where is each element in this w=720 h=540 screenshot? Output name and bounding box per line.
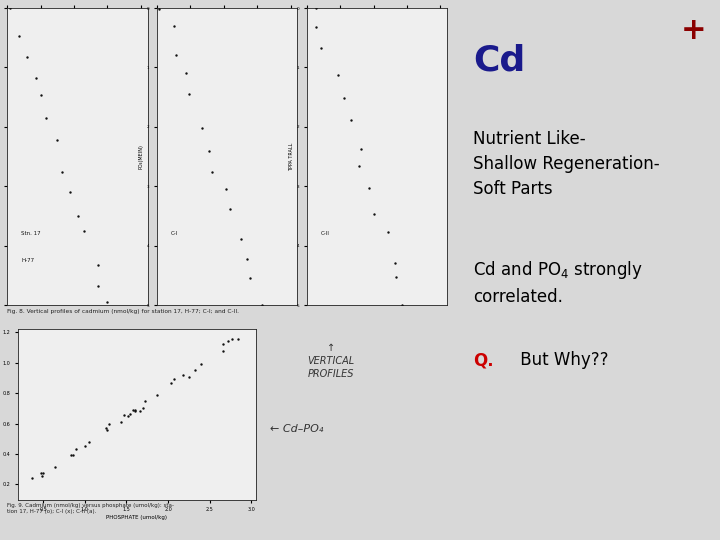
X-axis label: PHOSPHATE (umol/kg): PHOSPHATE (umol/kg) <box>107 515 167 520</box>
Point <box>310 4 322 12</box>
Text: Cd and PO$_4$ strongly
correlated.: Cd and PO$_4$ strongly correlated. <box>473 259 643 306</box>
Point <box>183 90 194 99</box>
Point <box>180 69 192 77</box>
Point <box>119 411 130 420</box>
Point <box>140 397 151 406</box>
Point <box>203 146 215 155</box>
Point <box>14 32 25 40</box>
Point <box>382 228 394 237</box>
Point <box>67 450 78 459</box>
Point <box>390 259 401 267</box>
Point <box>40 114 52 123</box>
Point <box>189 366 201 374</box>
Text: +: + <box>681 16 707 45</box>
Point <box>51 136 63 144</box>
Point <box>166 379 177 387</box>
Point <box>78 227 89 235</box>
Point <box>26 474 37 483</box>
Point <box>217 347 229 355</box>
Text: C-I: C-I <box>171 231 179 236</box>
Point <box>5 4 17 12</box>
Text: Cd: Cd <box>473 43 525 77</box>
Point <box>369 210 380 219</box>
Point <box>217 340 229 349</box>
Point <box>338 94 350 103</box>
Point <box>65 450 76 459</box>
Point <box>256 301 268 309</box>
Point <box>101 298 112 306</box>
Text: ← Cd–PO₄: ← Cd–PO₄ <box>270 424 323 434</box>
Y-axis label: TPPA TRALL: TPPA TRALL <box>289 143 294 171</box>
Point <box>83 438 94 447</box>
Point <box>233 334 244 343</box>
Point <box>71 445 82 454</box>
Point <box>122 411 133 420</box>
Text: Q.: Q. <box>473 351 494 369</box>
Point <box>100 424 112 433</box>
Point <box>138 404 149 413</box>
Text: But Why??: But Why?? <box>515 351 608 369</box>
Point <box>36 472 48 481</box>
Point <box>353 162 364 171</box>
Point <box>355 145 366 153</box>
Point <box>235 234 247 243</box>
Point <box>220 184 231 193</box>
Point <box>78 442 90 450</box>
Text: Stn. 17: Stn. 17 <box>22 231 41 236</box>
Point <box>241 254 253 263</box>
Text: Nutrient Like-
Shallow Regeneration-
Soft Parts: Nutrient Like- Shallow Regeneration- Sof… <box>473 130 660 198</box>
Point <box>64 188 76 197</box>
Point <box>50 463 61 471</box>
Point <box>168 375 179 383</box>
Text: ↑
VERTICAL
PROFILES: ↑ VERTICAL PROFILES <box>307 343 355 379</box>
Point <box>196 123 207 132</box>
Point <box>183 373 194 381</box>
Point <box>129 407 140 415</box>
Point <box>134 407 145 416</box>
Point <box>93 282 104 291</box>
Point <box>222 337 234 346</box>
Point <box>124 410 135 418</box>
Point <box>345 116 356 124</box>
Point <box>177 370 189 379</box>
Point <box>22 52 33 61</box>
Point <box>244 273 256 282</box>
Point <box>310 23 322 32</box>
Point <box>35 469 46 477</box>
Point <box>129 406 140 414</box>
Text: Fig. 8. Vertical profiles of cadmium (nmol/kg) for station 17, H-77; C-I; and C-: Fig. 8. Vertical profiles of cadmium (nm… <box>7 309 239 314</box>
Point <box>92 261 104 269</box>
Point <box>30 73 42 82</box>
Point <box>35 91 46 100</box>
Point <box>150 390 162 399</box>
Point <box>170 51 181 59</box>
Point <box>206 167 217 176</box>
Point <box>56 168 68 177</box>
Y-axis label: PO₄(MEIN): PO₄(MEIN) <box>139 144 144 169</box>
Point <box>224 205 235 213</box>
Point <box>72 212 84 220</box>
Point <box>332 70 343 79</box>
Point <box>195 360 207 368</box>
Point <box>397 301 408 309</box>
Point <box>127 406 138 415</box>
Text: C-II: C-II <box>321 231 330 236</box>
Point <box>153 5 165 14</box>
Point <box>103 420 114 429</box>
Point <box>227 335 238 344</box>
Point <box>102 426 113 435</box>
Point <box>168 21 179 30</box>
Point <box>391 273 402 281</box>
Point <box>315 44 327 53</box>
Point <box>116 418 127 427</box>
Text: Fig. 9. Cadmium (nmol/kg) versus phosphate (umol/kg): sta-
tion 17, H-77 (o); C-: Fig. 9. Cadmium (nmol/kg) versus phospha… <box>7 503 174 514</box>
Point <box>363 184 374 193</box>
Text: H-77: H-77 <box>22 258 35 262</box>
Point <box>37 469 49 477</box>
